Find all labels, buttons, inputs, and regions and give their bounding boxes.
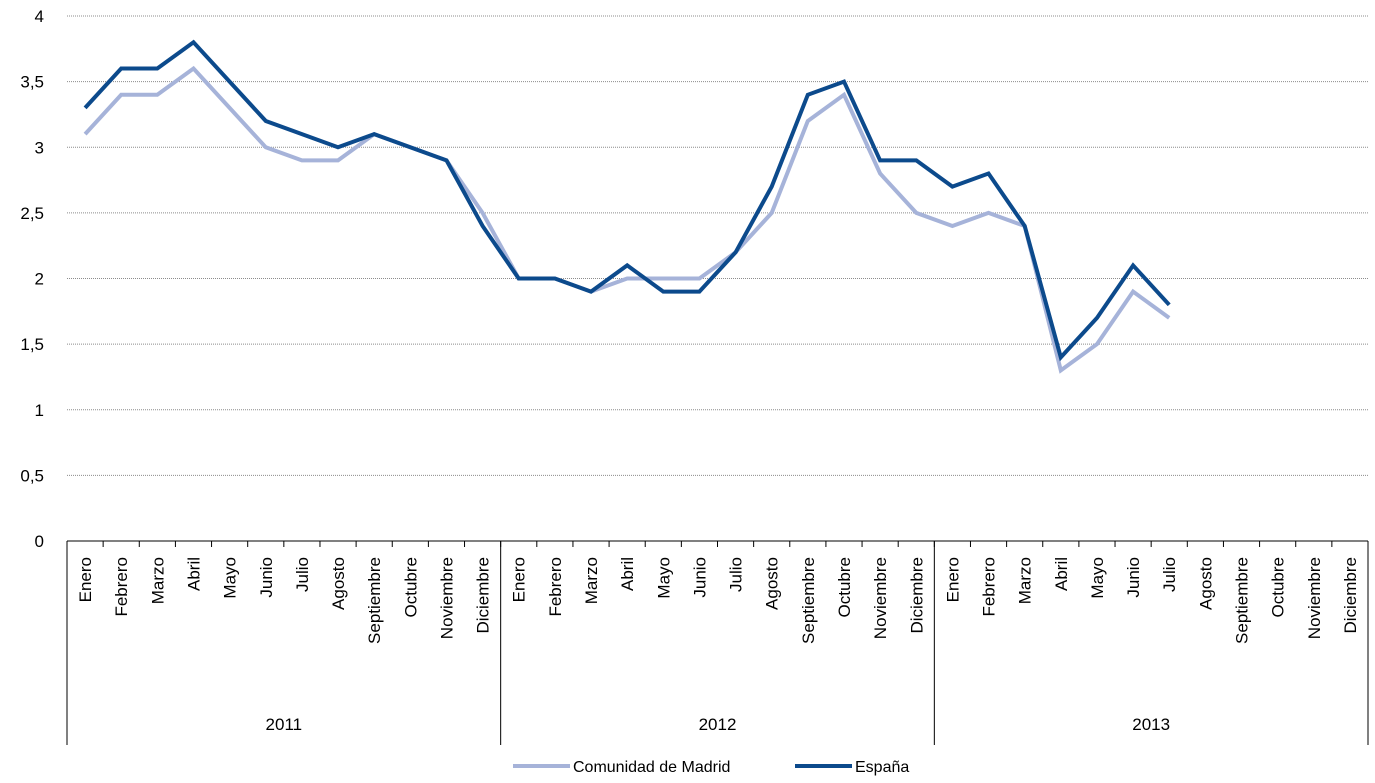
plot-area <box>83 39 1171 374</box>
x-tick-label: Enero <box>943 557 962 602</box>
x-tick-label: Diciembre <box>907 557 926 634</box>
x-axis: Enero Febrero Marzo Abril Mayo Junio Julio Agos… <box>66 540 1369 745</box>
legend-label-comunidad-de-madrid: Comunidad de Madrid <box>573 759 730 776</box>
x-tick-label: Agosto <box>763 557 782 610</box>
y-tick-label: 3 <box>35 138 44 157</box>
x-tick-label: Enero <box>510 557 529 602</box>
x-tick-label: Septiembre <box>365 557 384 644</box>
x-tick-label: Marzo <box>1016 557 1035 604</box>
x-tick-label: Diciembre <box>1341 557 1360 634</box>
legend: Comunidad de Madrid España <box>513 759 909 776</box>
gridlines <box>67 15 1368 476</box>
x-tick-label: Febrero <box>112 557 131 617</box>
year-label: 2013 <box>1132 715 1170 734</box>
x-tick-label: Mayo <box>221 557 240 599</box>
y-tick-label: 4 <box>35 7 44 26</box>
x-tick-label: Octubre <box>835 557 854 617</box>
x-tick-label: Febrero <box>980 557 999 617</box>
x-tick-label: Diciembre <box>474 557 493 634</box>
x-tick-label: Octubre <box>401 557 420 617</box>
x-tick-label: Septiembre <box>1233 557 1252 644</box>
x-tick-label: Marzo <box>582 557 601 604</box>
x-tick-label: Julio <box>727 557 746 592</box>
x-tick-label: Noviembre <box>437 557 456 639</box>
y-tick-label: 0,5 <box>20 466 44 485</box>
x-tick-label: Febrero <box>546 557 565 617</box>
x-tick-label: Abril <box>1052 557 1071 591</box>
x-tick-label: Abril <box>618 557 637 591</box>
y-tick-label: 2 <box>35 270 44 289</box>
y-tick-label: 0 <box>35 532 44 551</box>
series-line-espana <box>83 39 1171 362</box>
y-tick-label: 3,5 <box>20 73 44 92</box>
y-tick-label: 2,5 <box>20 204 44 223</box>
x-tick-label: Agosto <box>329 557 348 610</box>
year-label: 2011 <box>266 715 303 734</box>
x-tick-label: Abril <box>184 557 203 591</box>
x-tick-label: Enero <box>76 557 95 602</box>
x-tick-label: Junio <box>257 557 276 598</box>
x-tick-label: Mayo <box>1088 557 1107 599</box>
x-tick-label: Noviembre <box>1305 557 1324 639</box>
x-tick-label: Octubre <box>1269 557 1288 617</box>
year-label: 2012 <box>699 715 737 734</box>
x-tick-label: Marzo <box>148 557 167 604</box>
x-tick-label: Julio <box>1160 557 1179 592</box>
y-axis: 0 0,5 1 1,5 2 2,5 3 3,5 4 <box>20 7 44 551</box>
series-line-comunidad-de-madrid <box>83 65 1171 374</box>
x-tick-label: Junio <box>690 557 709 598</box>
y-tick-label: 1,5 <box>20 335 44 354</box>
x-tick-label: Mayo <box>654 557 673 599</box>
x-tick-label: Agosto <box>1196 557 1215 610</box>
x-tick-label: Septiembre <box>799 557 818 644</box>
y-tick-label: 1 <box>35 401 44 420</box>
legend-label-espana: España <box>855 759 909 776</box>
x-tick-label: Noviembre <box>871 557 890 639</box>
x-tick-label: Julio <box>293 557 312 592</box>
x-tick-label: Junio <box>1124 557 1143 598</box>
